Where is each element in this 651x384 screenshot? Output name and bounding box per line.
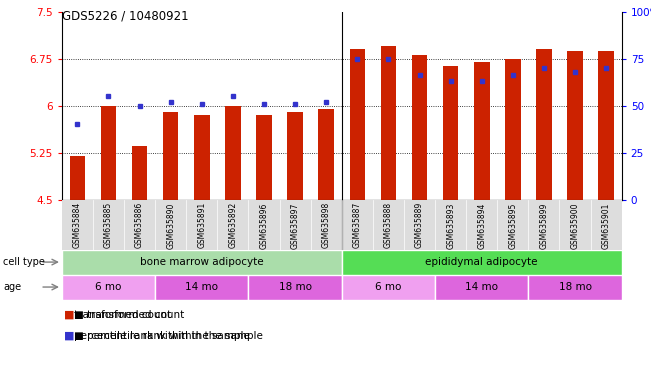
Bar bbox=[256, 115, 271, 200]
Text: 6 mo: 6 mo bbox=[375, 282, 402, 292]
Text: GSM635890: GSM635890 bbox=[166, 202, 175, 248]
Text: GSM635884: GSM635884 bbox=[73, 202, 82, 248]
Text: ■: ■ bbox=[64, 310, 74, 320]
Bar bbox=[132, 146, 147, 200]
Text: epididymal adipocyte: epididymal adipocyte bbox=[426, 257, 538, 267]
Bar bbox=[62, 275, 155, 300]
Bar bbox=[342, 250, 622, 275]
Bar bbox=[342, 275, 435, 300]
Text: GSM635886: GSM635886 bbox=[135, 202, 144, 248]
Bar bbox=[287, 112, 303, 200]
Text: cell type: cell type bbox=[3, 257, 45, 267]
Text: GSM635887: GSM635887 bbox=[353, 202, 362, 248]
Text: 14 mo: 14 mo bbox=[186, 282, 218, 292]
Text: 6 mo: 6 mo bbox=[95, 282, 122, 292]
Text: age: age bbox=[3, 282, 21, 292]
Bar bbox=[529, 275, 622, 300]
Text: ■ percentile rank within the sample: ■ percentile rank within the sample bbox=[74, 331, 262, 341]
Bar bbox=[443, 66, 458, 200]
Bar bbox=[567, 51, 583, 200]
Bar bbox=[249, 275, 342, 300]
Text: 14 mo: 14 mo bbox=[465, 282, 498, 292]
Bar bbox=[435, 275, 529, 300]
Text: GSM635894: GSM635894 bbox=[477, 202, 486, 248]
Text: GSM635901: GSM635901 bbox=[602, 202, 611, 248]
Bar bbox=[155, 275, 249, 300]
Text: 18 mo: 18 mo bbox=[279, 282, 312, 292]
Bar bbox=[62, 250, 342, 275]
Bar bbox=[505, 59, 521, 200]
Text: GDS5226 / 10480921: GDS5226 / 10480921 bbox=[62, 10, 189, 23]
Text: bone marrow adipocyte: bone marrow adipocyte bbox=[140, 257, 264, 267]
Text: GSM635893: GSM635893 bbox=[446, 202, 455, 248]
Bar bbox=[474, 62, 490, 200]
Bar bbox=[411, 55, 427, 200]
Text: GSM635891: GSM635891 bbox=[197, 202, 206, 248]
Text: GSM635899: GSM635899 bbox=[540, 202, 548, 248]
Bar bbox=[381, 46, 396, 200]
Text: ■: ■ bbox=[64, 331, 74, 341]
Bar bbox=[536, 49, 551, 200]
Text: GSM635892: GSM635892 bbox=[229, 202, 238, 248]
Bar bbox=[318, 109, 334, 200]
Text: GSM635885: GSM635885 bbox=[104, 202, 113, 248]
Bar bbox=[350, 49, 365, 200]
Bar bbox=[194, 115, 210, 200]
Text: GSM635896: GSM635896 bbox=[260, 202, 268, 248]
Text: ■ transformed count: ■ transformed count bbox=[74, 310, 184, 320]
Bar bbox=[225, 106, 241, 200]
Text: GSM635900: GSM635900 bbox=[570, 202, 579, 249]
Text: GSM635897: GSM635897 bbox=[290, 202, 299, 248]
Text: transformed count: transformed count bbox=[74, 310, 171, 320]
Text: GSM635888: GSM635888 bbox=[384, 202, 393, 248]
Bar bbox=[598, 51, 614, 200]
Bar bbox=[101, 106, 117, 200]
Text: GSM635898: GSM635898 bbox=[322, 202, 331, 248]
Bar bbox=[163, 112, 178, 200]
Text: GSM635889: GSM635889 bbox=[415, 202, 424, 248]
Bar bbox=[70, 156, 85, 200]
Text: 18 mo: 18 mo bbox=[559, 282, 592, 292]
Text: GSM635895: GSM635895 bbox=[508, 202, 518, 248]
Text: percentile rank within the sample: percentile rank within the sample bbox=[74, 331, 249, 341]
